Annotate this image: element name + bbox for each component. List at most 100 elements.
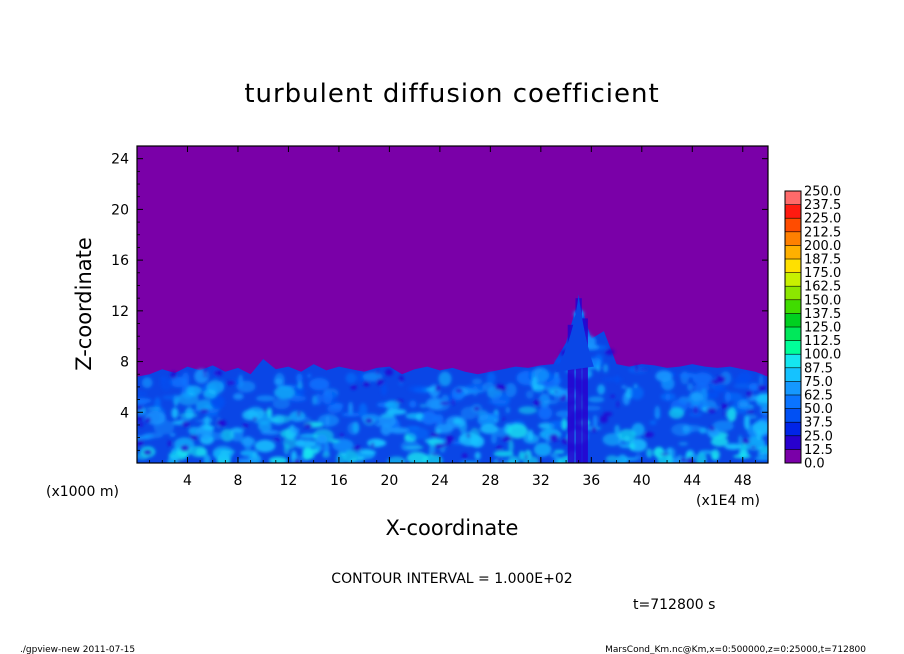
eddy-dark xyxy=(494,384,504,391)
eddy xyxy=(409,400,417,408)
eddy-dark xyxy=(137,440,144,446)
colorbar-band xyxy=(785,408,801,423)
eddy-dark xyxy=(533,399,541,406)
colorbar-band xyxy=(785,218,801,233)
eddy xyxy=(550,453,558,458)
eddy xyxy=(507,455,520,463)
eddy xyxy=(260,430,280,435)
colorbar-label: 100.0 xyxy=(804,348,841,363)
eddy-dark xyxy=(371,442,375,449)
eddy xyxy=(739,443,748,458)
y-ticks: 4 8 12 16 20 24 xyxy=(111,152,768,451)
eddy-dark xyxy=(455,388,463,393)
eddy-dark xyxy=(181,421,190,427)
eddy xyxy=(177,392,199,406)
eddy xyxy=(352,421,360,434)
eddy xyxy=(755,395,768,408)
eddy xyxy=(679,372,697,378)
eddy xyxy=(617,439,623,445)
eddy xyxy=(170,376,188,388)
eddy xyxy=(297,381,303,390)
x-tick-label: 48 xyxy=(734,473,752,489)
eddy xyxy=(561,418,568,431)
eddy xyxy=(545,433,551,444)
eddy-dark xyxy=(639,368,649,371)
eddy xyxy=(345,372,357,384)
eddy xyxy=(553,449,565,454)
eddy xyxy=(169,432,176,437)
eddy xyxy=(542,399,559,405)
eddy-dark xyxy=(445,435,454,444)
eddy xyxy=(724,445,743,449)
eddy xyxy=(629,442,635,451)
eddy xyxy=(195,447,208,457)
eddy xyxy=(400,440,420,453)
eddy xyxy=(242,436,253,450)
eddy xyxy=(315,393,322,406)
eddy xyxy=(381,383,387,396)
y-axis-label: Z-coordinate xyxy=(72,237,96,371)
eddy xyxy=(702,399,717,410)
eddy xyxy=(594,353,604,367)
colorbar-label: 62.5 xyxy=(804,389,833,404)
eddy xyxy=(491,393,511,407)
chart-title: turbulent diffusion coefficient xyxy=(244,79,659,109)
colorbar-label: 237.5 xyxy=(804,198,841,213)
eddy xyxy=(380,414,395,418)
eddy-dark xyxy=(693,406,698,414)
eddy xyxy=(657,453,673,463)
eddy xyxy=(527,429,534,441)
plume-top xyxy=(555,294,594,372)
plume-core xyxy=(567,324,575,463)
eddy xyxy=(385,408,407,415)
eddy-dark xyxy=(742,438,750,445)
eddy xyxy=(174,437,195,452)
colorbar-label: 225.0 xyxy=(804,212,841,227)
eddy xyxy=(738,435,743,449)
eddy xyxy=(254,439,276,453)
eddy xyxy=(518,450,526,461)
eddy xyxy=(465,384,487,392)
eddy xyxy=(712,420,734,432)
eddy xyxy=(137,401,147,405)
eddy xyxy=(617,454,628,463)
eddy xyxy=(252,451,258,460)
eddy xyxy=(757,451,768,456)
eddy xyxy=(654,405,661,420)
eddy xyxy=(649,420,657,425)
colorbar-band xyxy=(785,327,801,341)
colorbar-label: 112.5 xyxy=(804,334,841,349)
eddy xyxy=(605,455,619,463)
colorbar-band xyxy=(785,381,801,396)
eddy xyxy=(733,383,753,389)
eddy-dark xyxy=(502,417,505,421)
eddy xyxy=(233,393,244,400)
x-tick-label: 16 xyxy=(330,473,348,489)
colorbar-label: 12.5 xyxy=(804,443,833,458)
eddy xyxy=(294,386,305,397)
eddy-dark xyxy=(644,432,654,438)
eddy xyxy=(336,451,346,463)
eddy-dark xyxy=(496,445,503,450)
eddy-dark xyxy=(610,394,615,398)
eddy xyxy=(295,439,318,447)
eddy xyxy=(486,372,496,384)
eddy-dark xyxy=(603,412,613,417)
colorbar-label: 200.0 xyxy=(804,239,841,254)
eddy-dark xyxy=(272,438,281,441)
eddy-dark xyxy=(461,453,468,459)
eddy xyxy=(421,410,438,425)
eddy xyxy=(385,400,400,410)
eddy xyxy=(531,377,538,391)
eddy-dark xyxy=(435,385,441,392)
eddy-dark xyxy=(226,380,236,385)
eddy xyxy=(294,417,312,422)
eddy xyxy=(160,377,173,391)
eddy-dark xyxy=(242,423,249,428)
colorbar-label: 37.5 xyxy=(804,416,833,431)
eddy-dark xyxy=(431,453,439,456)
eddy xyxy=(141,377,153,389)
eddy xyxy=(212,445,234,461)
eddy xyxy=(587,396,605,403)
